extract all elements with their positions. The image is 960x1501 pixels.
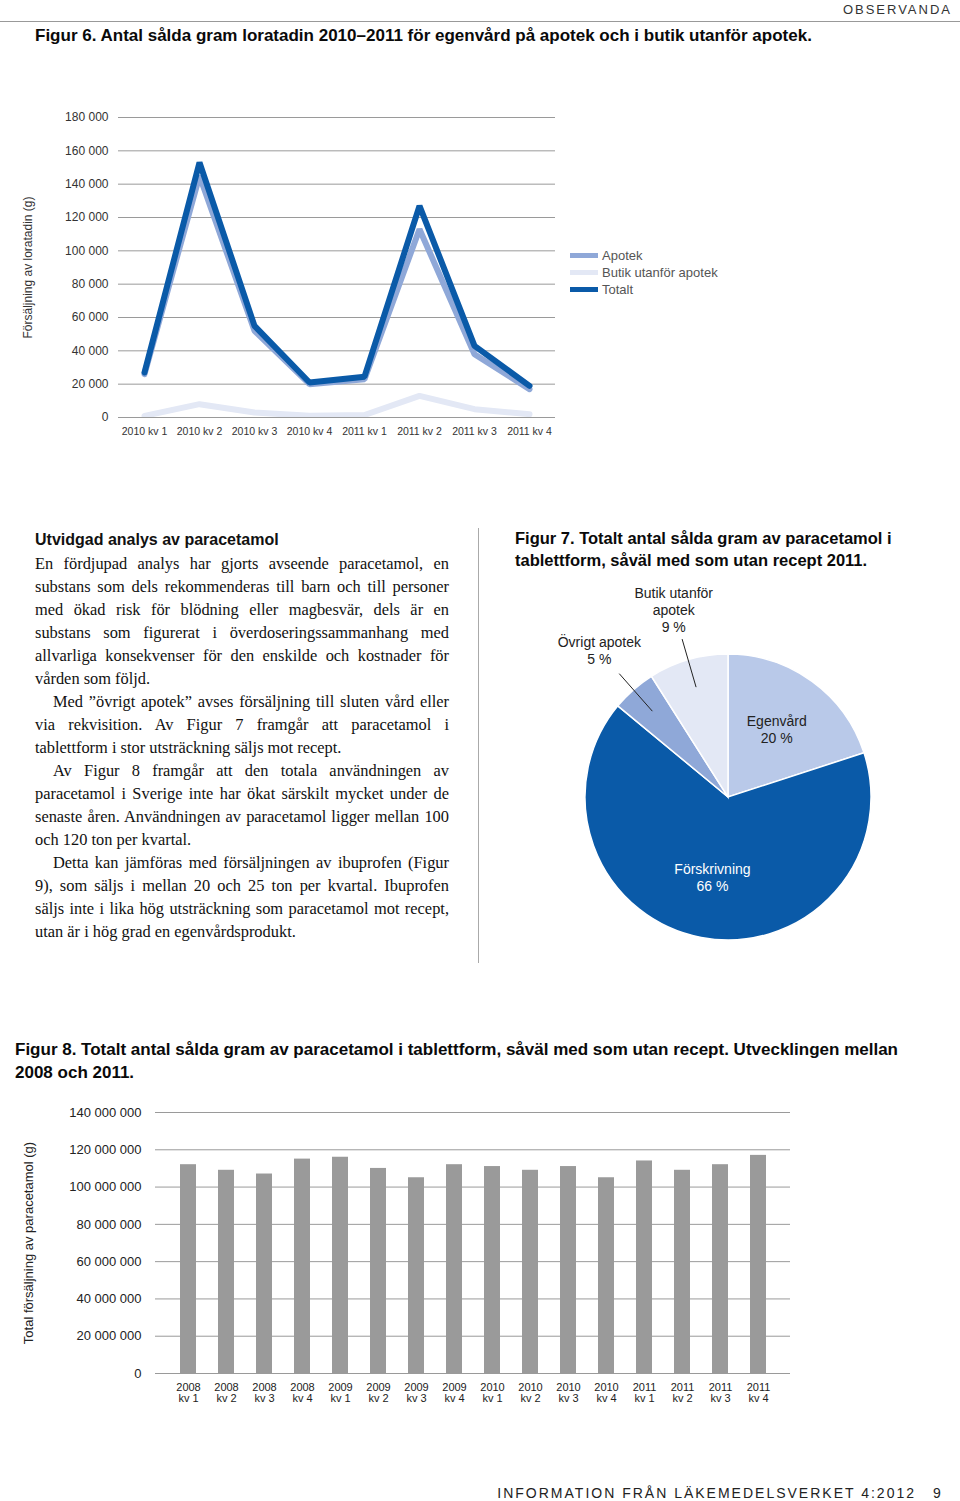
svg-text:2010kv 4: 2010kv 4 [594, 1381, 618, 1404]
svg-text:2009kv 2: 2009kv 2 [366, 1381, 390, 1404]
svg-text:2008kv 4: 2008kv 4 [290, 1381, 314, 1404]
svg-text:2011 kv 3: 2011 kv 3 [452, 425, 497, 437]
svg-text:60 000: 60 000 [72, 310, 109, 324]
svg-text:2011kv 2: 2011kv 2 [671, 1381, 695, 1404]
svg-text:140 000 000: 140 000 000 [69, 1105, 141, 1120]
svg-text:20 000: 20 000 [72, 377, 109, 391]
html-text:Med ”övrigt apotek” avses förs: Med ”övrigt apotek” avses försäljning ti… [35, 692, 449, 757]
html-text:9 %: 9 % [661, 618, 686, 635]
html-text:Apotek: Apotek [602, 248, 643, 263]
svg-text:2010kv 3: 2010kv 3 [556, 1381, 580, 1404]
svg-text:2010kv 1: 2010kv 1 [480, 1381, 504, 1404]
html-text:Butik utanför apotek: Butik utanför apotek [634, 584, 713, 618]
html-text:Övrigt apotek: Övrigt apotek [557, 634, 641, 651]
svg-text:Försäljning av loratadin (g): Försäljning av loratadin (g) [21, 196, 35, 338]
html-text:Figur 6. Antal sålda gram lora: Figur 6. Antal sålda gram loratadin 2010… [35, 26, 812, 45]
svg-text:2011kv 1: 2011kv 1 [633, 1381, 657, 1404]
svg-text:40 000: 40 000 [72, 344, 109, 358]
svg-text:180 000: 180 000 [65, 110, 109, 124]
html-text:Butik utanför apotek: Butik utanför apotek [602, 265, 718, 280]
html-text:Detta kan jämföras med försälj: Detta kan jämföras med försäljningen av … [35, 853, 449, 941]
svg-text:2011kv 4: 2011kv 4 [747, 1381, 771, 1404]
svg-text:2009kv 4: 2009kv 4 [442, 1381, 466, 1404]
html-text:OBSERVANDA: OBSERVANDA [842, 2, 952, 17]
svg-text:2008kv 1: 2008kv 1 [176, 1381, 200, 1404]
svg-text:2011 kv 1: 2011 kv 1 [342, 425, 387, 437]
svg-text:20 000 000: 20 000 000 [76, 1328, 141, 1343]
svg-text:80 000: 80 000 [72, 277, 109, 291]
svg-text:2010 kv 1: 2010 kv 1 [122, 425, 168, 437]
svg-text:100 000 000: 100 000 000 [69, 1179, 141, 1194]
svg-text:2011 kv 4: 2011 kv 4 [507, 425, 552, 437]
svg-text:2009kv 1: 2009kv 1 [328, 1381, 352, 1404]
svg-text:2011 kv 2: 2011 kv 2 [397, 425, 442, 437]
html-text:20 %: 20 % [760, 729, 793, 746]
html-text:Förskrivning: Förskrivning [674, 861, 751, 878]
svg-text:100 000: 100 000 [65, 244, 109, 258]
svg-text:2010 kv 2: 2010 kv 2 [177, 425, 223, 437]
svg-text:2011kv 3: 2011kv 3 [709, 1381, 733, 1404]
html-text:5 %: 5 % [587, 651, 612, 668]
html-text:Figur 8. Totalt antal sålda gr: Figur 8. Totalt antal sålda gram av para… [15, 1040, 898, 1082]
svg-text:0: 0 [134, 1366, 141, 1381]
svg-text:0: 0 [102, 410, 109, 424]
svg-text:120 000: 120 000 [65, 210, 109, 224]
svg-text:120 000 000: 120 000 000 [69, 1142, 141, 1157]
html-text:66 %: 66 % [696, 878, 729, 895]
html-text:Utvidgad analys av paracetamol: Utvidgad analys av paracetamol [35, 531, 279, 548]
svg-text:2010kv 2: 2010kv 2 [518, 1381, 542, 1404]
svg-text:Total försäljning av paracetam: Total försäljning av paracetamol (g) [21, 1142, 36, 1344]
html-text:9: 9 [933, 1485, 941, 1501]
html-text:Av Figur 8 framgår att den tot: Av Figur 8 framgår att den totala använd… [35, 761, 449, 849]
html-text:Totalt: Totalt [602, 282, 634, 297]
svg-text:2010 kv 4: 2010 kv 4 [287, 425, 333, 437]
svg-text:2008kv 2: 2008kv 2 [214, 1381, 238, 1404]
html-text:En fördjupad analys har gjorts: En fördjupad analys har gjorts avseende … [35, 554, 449, 688]
svg-text:40 000 000: 40 000 000 [76, 1291, 141, 1306]
svg-text:2010 kv 3: 2010 kv 3 [232, 425, 278, 437]
html-text:Figur 7. Totalt antal sålda gr: Figur 7. Totalt antal sålda gram av para… [515, 529, 892, 569]
html-text:Egenvård: Egenvård [746, 712, 807, 729]
svg-text:2008kv 3: 2008kv 3 [252, 1381, 276, 1404]
svg-text:80 000 000: 80 000 000 [76, 1217, 141, 1232]
svg-text:2009kv 3: 2009kv 3 [404, 1381, 428, 1404]
html-text:INFORMATION FRÅN LÄKEMEDELSVER: INFORMATION FRÅN LÄKEMEDELSVERKET 4:2012 [497, 1485, 916, 1501]
svg-text:160 000: 160 000 [65, 144, 109, 158]
svg-text:140 000: 140 000 [65, 177, 109, 191]
svg-text:60 000 000: 60 000 000 [76, 1254, 141, 1269]
